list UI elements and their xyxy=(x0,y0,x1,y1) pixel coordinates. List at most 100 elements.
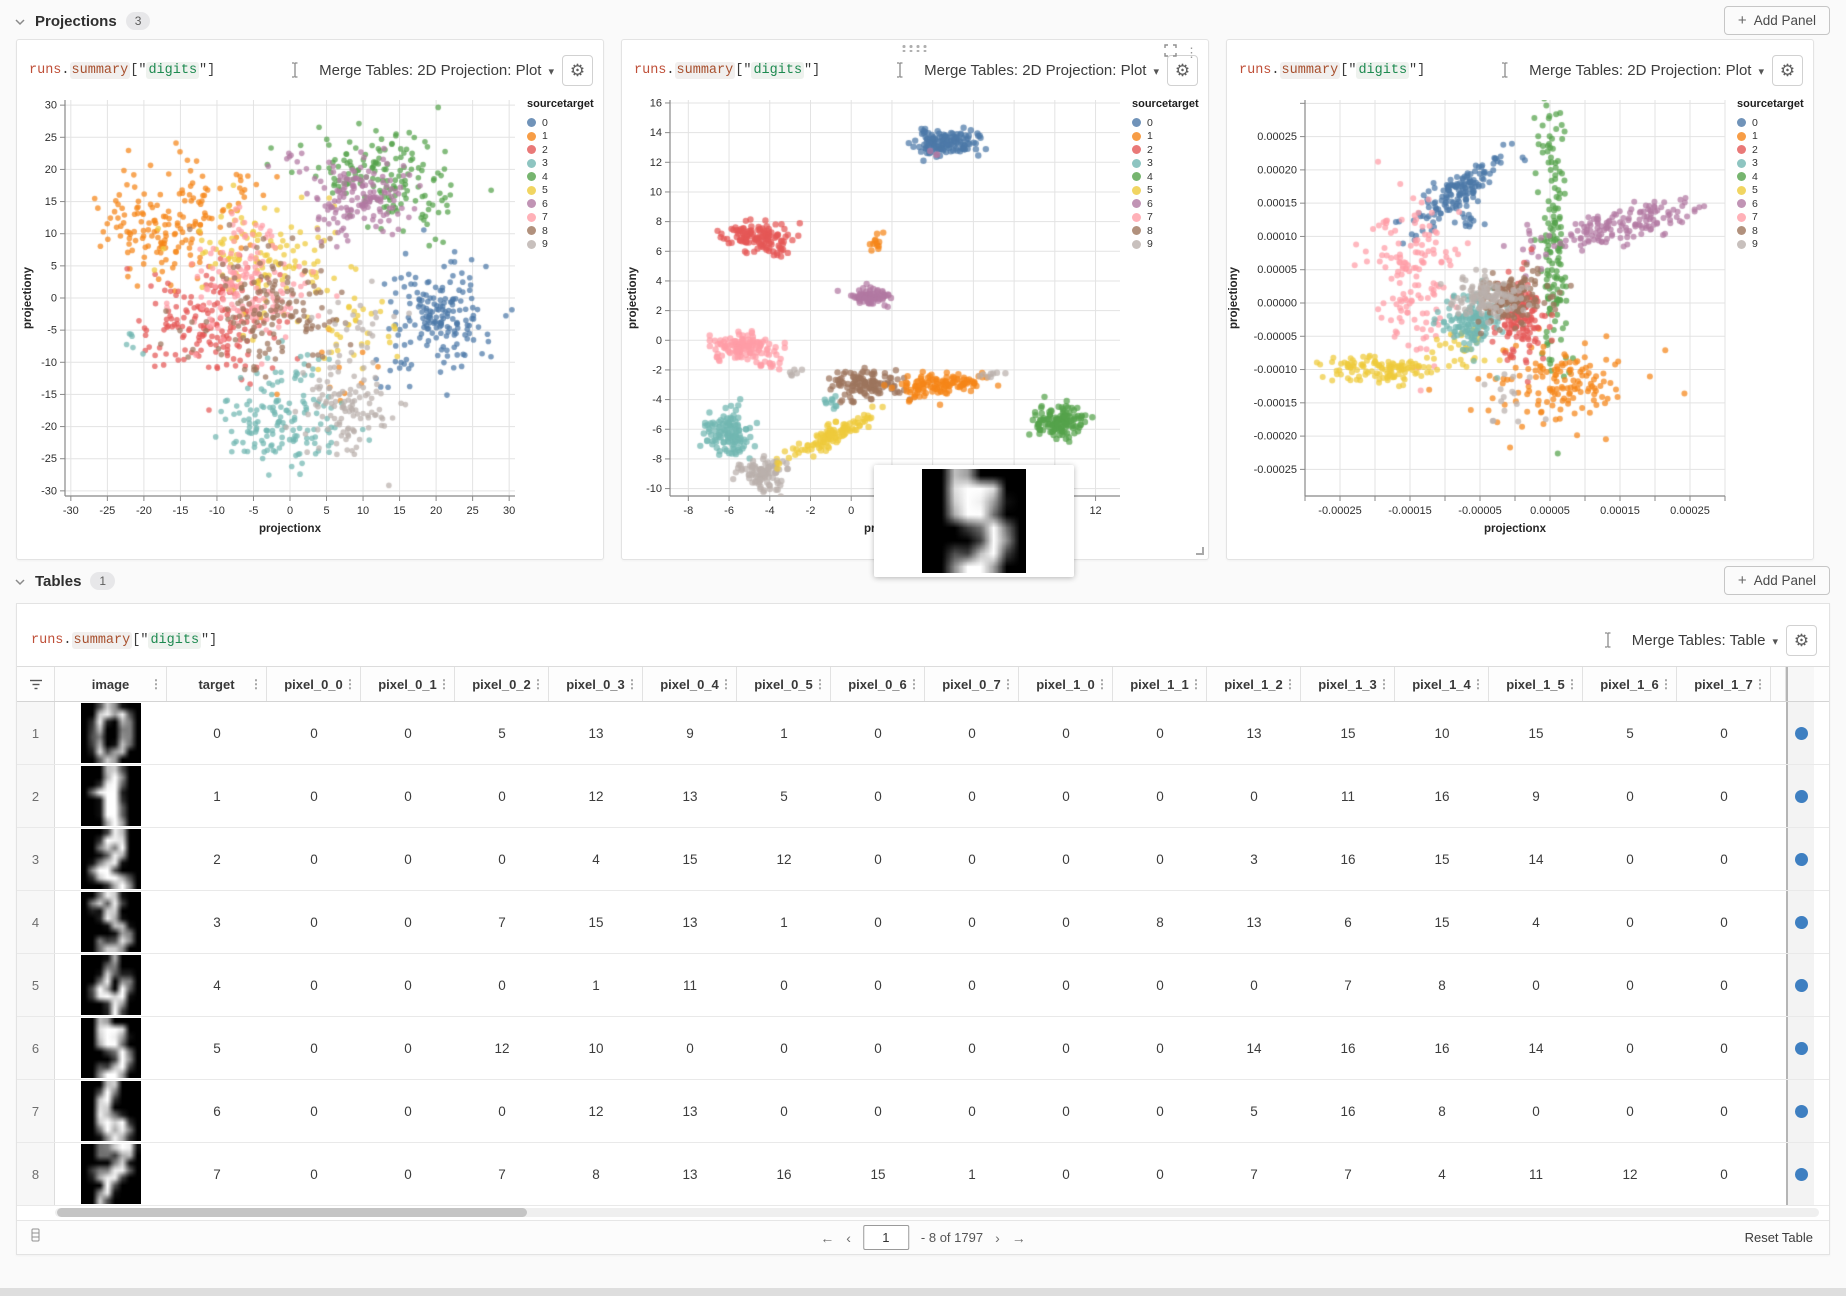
image-cell[interactable] xyxy=(55,1143,167,1205)
add-panel-button[interactable]: + Add Panel xyxy=(1723,6,1830,35)
image-cell[interactable] xyxy=(55,1080,167,1142)
run-color-dot[interactable] xyxy=(1794,852,1808,866)
column-menu-icon[interactable]: ⋮ xyxy=(1660,677,1672,691)
resize-handle[interactable] xyxy=(1196,547,1204,555)
column-header-pixel_0_7[interactable]: pixel_0_7 ⋮ xyxy=(925,667,1019,701)
column-menu-icon[interactable]: ⋮ xyxy=(1566,677,1578,691)
image-cell[interactable] xyxy=(55,765,167,827)
image-cell[interactable] xyxy=(55,954,167,1016)
column-menu-icon[interactable]: ⋮ xyxy=(438,677,450,691)
run-color-dot[interactable] xyxy=(1794,1041,1808,1055)
add-panel-button[interactable]: + Add Panel xyxy=(1723,566,1830,595)
filter-column-header[interactable] xyxy=(17,667,55,701)
section-title[interactable]: Projections xyxy=(35,12,117,30)
legend-item[interactable]: 1 xyxy=(1132,130,1199,144)
column-header-pixel_1_1[interactable]: pixel_1_1 ⋮ xyxy=(1113,667,1207,701)
legend-item[interactable]: 8 xyxy=(527,224,594,238)
digit-image[interactable] xyxy=(81,829,141,889)
digit-image[interactable] xyxy=(81,1081,141,1141)
column-header-pixel_1_7[interactable]: pixel_1_7 ⋮ xyxy=(1677,667,1771,701)
run-color-dot[interactable] xyxy=(1794,1167,1808,1181)
drag-handle-icon[interactable] xyxy=(902,45,928,52)
legend-item[interactable]: 4 xyxy=(527,170,594,184)
chevron-down-icon[interactable] xyxy=(14,15,26,27)
chevron-down-icon[interactable]: ▾ xyxy=(548,65,554,78)
column-menu-icon[interactable]: ⋮ xyxy=(532,677,544,691)
legend-item[interactable]: 1 xyxy=(1737,130,1804,144)
column-header-pixel_1_5[interactable]: pixel_1_5 ⋮ xyxy=(1489,667,1583,701)
digit-image[interactable] xyxy=(81,892,141,952)
legend-item[interactable]: 6 xyxy=(1132,197,1199,211)
legend-item[interactable]: 5 xyxy=(1737,184,1804,198)
image-cell[interactable] xyxy=(55,828,167,890)
legend-item[interactable]: 4 xyxy=(1132,170,1199,184)
panel-query[interactable]: runs. summary [" digits "] xyxy=(29,61,215,79)
column-header-pixel_0_0[interactable]: pixel_0_0 ⋮ xyxy=(267,667,361,701)
prev-page-button[interactable]: ‹ xyxy=(846,1229,851,1246)
legend-item[interactable]: 3 xyxy=(527,157,594,171)
fullscreen-icon[interactable] xyxy=(1164,44,1177,62)
legend-item[interactable]: 2 xyxy=(1737,143,1804,157)
panel-mode-dropdown[interactable]: Merge Tables: 2D Projection: Plot xyxy=(319,61,542,79)
legend-item[interactable]: 5 xyxy=(1132,184,1199,198)
legend-item[interactable]: 0 xyxy=(1737,116,1804,130)
image-cell[interactable] xyxy=(55,702,167,764)
column-header-pixel_1_6[interactable]: pixel_1_6 ⋮ xyxy=(1583,667,1677,701)
table-mode-dropdown[interactable]: Merge Tables: Table xyxy=(1631,631,1766,649)
legend-item[interactable]: 6 xyxy=(1737,197,1804,211)
kebab-menu-icon[interactable]: ⋮ xyxy=(1185,45,1198,60)
legend-item[interactable]: 6 xyxy=(527,197,594,211)
run-color-dot[interactable] xyxy=(1794,726,1808,740)
column-menu-icon[interactable]: ⋮ xyxy=(1190,677,1202,691)
chevron-down-icon[interactable]: ▾ xyxy=(1153,65,1159,78)
column-menu-icon[interactable]: ⋮ xyxy=(250,677,262,691)
column-menu-icon[interactable]: ⋮ xyxy=(1378,677,1390,691)
legend-item[interactable]: 5 xyxy=(527,184,594,198)
legend-item[interactable]: 3 xyxy=(1737,157,1804,171)
column-header-pixel_1_2[interactable]: pixel_1_2 ⋮ xyxy=(1207,667,1301,701)
column-header-pixel_0_6[interactable]: pixel_0_6 ⋮ xyxy=(831,667,925,701)
panel-query[interactable]: runs. summary [" digits "] xyxy=(1239,61,1425,79)
column-menu-icon[interactable]: ⋮ xyxy=(150,677,162,691)
scatter-points-canvas[interactable] xyxy=(65,100,515,496)
run-color-dot[interactable] xyxy=(1794,789,1808,803)
panel-mode-dropdown[interactable]: Merge Tables: 2D Projection: Plot xyxy=(1529,61,1752,79)
column-menu-icon[interactable]: ⋮ xyxy=(908,677,920,691)
legend-item[interactable]: 2 xyxy=(527,143,594,157)
chevron-down-icon[interactable]: ▾ xyxy=(1758,65,1764,78)
legend-item[interactable]: 8 xyxy=(1132,224,1199,238)
table-query[interactable]: runs. summary [" digits "] xyxy=(31,631,217,649)
settings-button[interactable]: ⚙ xyxy=(1772,54,1803,86)
legend-item[interactable]: 4 xyxy=(1737,170,1804,184)
legend-item[interactable]: 0 xyxy=(527,116,594,130)
scrollbar-thumb[interactable] xyxy=(57,1208,527,1217)
legend-item[interactable]: 1 xyxy=(527,130,594,144)
column-header-pixel_0_2[interactable]: pixel_0_2 ⋮ xyxy=(455,667,549,701)
column-menu-icon[interactable]: ⋮ xyxy=(720,677,732,691)
digit-image[interactable] xyxy=(81,703,141,763)
column-menu-icon[interactable]: ⋮ xyxy=(1472,677,1484,691)
digit-image[interactable] xyxy=(81,955,141,1015)
legend-item[interactable]: 7 xyxy=(1737,211,1804,225)
legend-item[interactable]: 9 xyxy=(1737,238,1804,252)
image-cell[interactable] xyxy=(55,891,167,953)
first-page-button[interactable]: ← xyxy=(820,1229,835,1246)
chevron-down-icon[interactable]: ▾ xyxy=(1772,635,1778,648)
legend-item[interactable]: 9 xyxy=(527,238,594,252)
digit-image[interactable] xyxy=(81,766,141,826)
column-header-pixel_0_5[interactable]: pixel_0_5 ⋮ xyxy=(737,667,831,701)
run-color-dot[interactable] xyxy=(1794,915,1808,929)
last-page-button[interactable]: → xyxy=(1011,1229,1026,1246)
legend-item[interactable]: 0 xyxy=(1132,116,1199,130)
legend-item[interactable]: 9 xyxy=(1132,238,1199,252)
legend-item[interactable]: 7 xyxy=(1132,211,1199,225)
column-menu-icon[interactable]: ⋮ xyxy=(1754,677,1766,691)
reset-table-button[interactable]: Reset Table xyxy=(1744,1230,1813,1245)
run-color-dot[interactable] xyxy=(1794,1104,1808,1118)
section-title[interactable]: Tables xyxy=(35,572,82,590)
legend-item[interactable]: 3 xyxy=(1132,157,1199,171)
column-menu-icon[interactable]: ⋮ xyxy=(814,677,826,691)
column-menu-icon[interactable]: ⋮ xyxy=(1096,677,1108,691)
settings-button[interactable]: ⚙ xyxy=(1786,624,1817,656)
scrollbar-track[interactable] xyxy=(55,1208,1819,1217)
